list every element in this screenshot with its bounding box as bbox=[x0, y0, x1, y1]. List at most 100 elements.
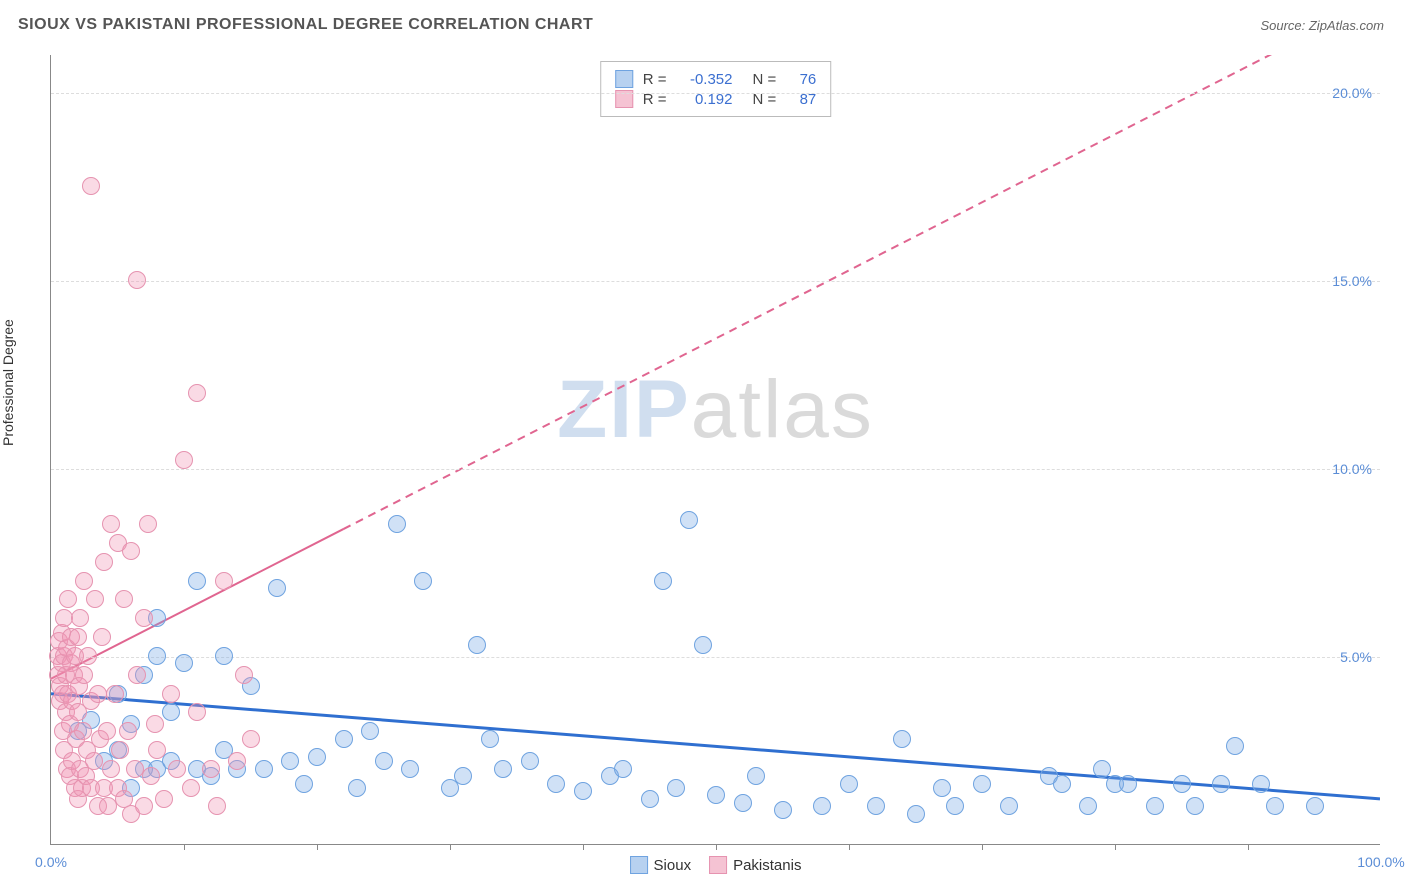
data-point bbox=[162, 703, 180, 721]
data-point bbox=[348, 779, 366, 797]
data-point bbox=[295, 775, 313, 793]
legend-stats-row: R = -0.352 N = 76 bbox=[615, 70, 817, 88]
legend-N-label: N = bbox=[753, 71, 777, 88]
legend-N-value: 76 bbox=[786, 71, 816, 88]
watermark-atlas: atlas bbox=[691, 364, 874, 455]
data-point bbox=[308, 748, 326, 766]
x-tick bbox=[184, 844, 185, 850]
data-point bbox=[707, 786, 725, 804]
data-point bbox=[933, 779, 951, 797]
data-point bbox=[1079, 797, 1097, 815]
x-tick bbox=[1115, 844, 1116, 850]
data-point bbox=[494, 760, 512, 778]
data-point bbox=[59, 590, 77, 608]
data-point bbox=[142, 767, 160, 785]
watermark: ZIPatlas bbox=[557, 363, 874, 457]
data-point bbox=[119, 722, 137, 740]
data-point bbox=[93, 628, 111, 646]
data-point bbox=[128, 666, 146, 684]
legend-series-item: Pakistanis bbox=[709, 856, 801, 874]
legend-series-item: Sioux bbox=[630, 856, 692, 874]
data-point bbox=[69, 628, 87, 646]
legend-R-label: R = bbox=[643, 71, 667, 88]
data-point bbox=[228, 752, 246, 770]
data-point bbox=[188, 703, 206, 721]
data-point bbox=[122, 542, 140, 560]
data-point bbox=[388, 515, 406, 533]
gridline bbox=[51, 469, 1380, 470]
data-point bbox=[335, 730, 353, 748]
data-point bbox=[95, 553, 113, 571]
gridline bbox=[51, 93, 1380, 94]
data-point bbox=[155, 790, 173, 808]
data-point bbox=[813, 797, 831, 815]
x-tick bbox=[317, 844, 318, 850]
data-point bbox=[667, 779, 685, 797]
x-tick bbox=[450, 844, 451, 850]
data-point bbox=[1212, 775, 1230, 793]
data-point bbox=[907, 805, 925, 823]
legend-stats: R =-0.352N =76R =0.192N =87 bbox=[600, 61, 832, 117]
legend-R-value: -0.352 bbox=[677, 71, 733, 88]
x-tick bbox=[1248, 844, 1249, 850]
data-point bbox=[946, 797, 964, 815]
data-point bbox=[1093, 760, 1111, 778]
data-point bbox=[175, 654, 193, 672]
data-point bbox=[242, 730, 260, 748]
data-point bbox=[747, 767, 765, 785]
data-point bbox=[574, 782, 592, 800]
data-point bbox=[82, 177, 100, 195]
data-point bbox=[840, 775, 858, 793]
data-point bbox=[75, 666, 93, 684]
data-point bbox=[168, 760, 186, 778]
legend-swatch bbox=[709, 856, 727, 874]
data-point bbox=[102, 760, 120, 778]
legend-swatch bbox=[630, 856, 648, 874]
legend-swatch bbox=[615, 70, 633, 88]
data-point bbox=[375, 752, 393, 770]
data-point bbox=[1053, 775, 1071, 793]
data-point bbox=[148, 647, 166, 665]
data-point bbox=[893, 730, 911, 748]
data-point bbox=[85, 752, 103, 770]
y-tick-label: 5.0% bbox=[1340, 649, 1372, 665]
data-point bbox=[614, 760, 632, 778]
data-point bbox=[115, 590, 133, 608]
x-tick-label: 100.0% bbox=[1357, 854, 1404, 870]
x-tick bbox=[583, 844, 584, 850]
data-point bbox=[71, 609, 89, 627]
data-point bbox=[1186, 797, 1204, 815]
data-point bbox=[86, 590, 104, 608]
data-point bbox=[182, 779, 200, 797]
plot-area: ZIPatlas R =-0.352N =76R =0.192N =87 Sio… bbox=[50, 55, 1380, 845]
x-tick bbox=[716, 844, 717, 850]
source-attribution: Source: ZipAtlas.com bbox=[1260, 18, 1384, 33]
data-point bbox=[361, 722, 379, 740]
data-point bbox=[973, 775, 991, 793]
data-point bbox=[414, 572, 432, 590]
data-point bbox=[1306, 797, 1324, 815]
data-point bbox=[188, 572, 206, 590]
data-point bbox=[74, 722, 92, 740]
y-tick-label: 15.0% bbox=[1332, 273, 1372, 289]
data-point bbox=[215, 647, 233, 665]
data-point bbox=[215, 572, 233, 590]
data-point bbox=[128, 271, 146, 289]
data-point bbox=[106, 685, 124, 703]
gridline bbox=[51, 281, 1380, 282]
data-point bbox=[102, 515, 120, 533]
data-point bbox=[1000, 797, 1018, 815]
data-point bbox=[1173, 775, 1191, 793]
data-point bbox=[111, 741, 129, 759]
data-point bbox=[175, 451, 193, 469]
data-point bbox=[1146, 797, 1164, 815]
data-point bbox=[148, 741, 166, 759]
data-point bbox=[75, 572, 93, 590]
data-point bbox=[468, 636, 486, 654]
y-tick-label: 10.0% bbox=[1332, 461, 1372, 477]
data-point bbox=[162, 685, 180, 703]
data-point bbox=[1119, 775, 1137, 793]
data-point bbox=[79, 647, 97, 665]
watermark-zip: ZIP bbox=[557, 364, 691, 455]
legend-series: Sioux Pakistanis bbox=[630, 856, 802, 874]
